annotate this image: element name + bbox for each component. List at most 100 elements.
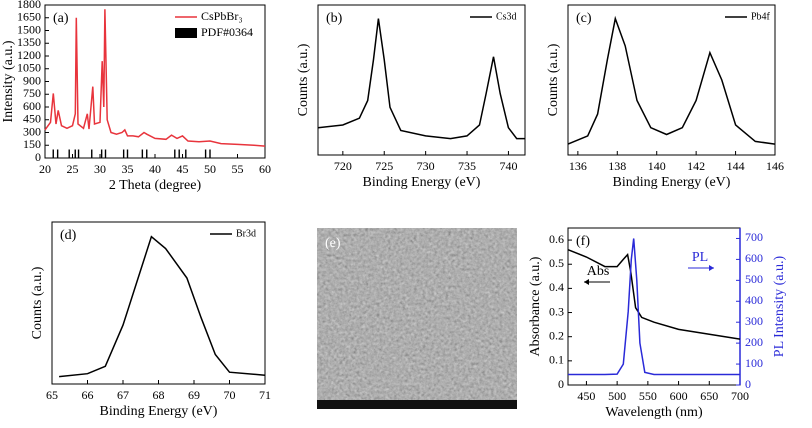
y-tick-label: 750: [23, 86, 41, 100]
x-tick-label: 140: [648, 159, 666, 173]
x-tick-label: 725: [375, 159, 393, 173]
plot-frame: [317, 4, 526, 156]
x-tick-label: 60: [259, 162, 271, 176]
x-tick-label: 740: [499, 159, 517, 173]
reference-bar: [122, 149, 125, 158]
y-tick-label: 0.2: [549, 328, 564, 342]
y-tick-label: 450: [23, 112, 41, 126]
x-tick-label: 735: [458, 159, 476, 173]
legend-label: Pb4f: [751, 11, 771, 22]
series-line: [567, 15, 776, 145]
x-tick-label: 68: [153, 388, 165, 402]
panel-label: (c): [576, 11, 592, 26]
y-tick-label: 0.5: [549, 256, 564, 270]
x-tick-label: 600: [670, 389, 688, 403]
y-tick-label: 1650: [17, 10, 41, 24]
reference-bar: [91, 149, 93, 158]
series-line: [59, 235, 266, 378]
y2-tick-label: 500: [745, 272, 763, 286]
panel-label: (d): [60, 228, 77, 243]
y2-tick-label: 0: [745, 377, 751, 391]
annotation: PL: [692, 250, 708, 265]
y2-tick-label: 100: [745, 356, 763, 370]
reference-bar: [204, 149, 207, 158]
reference-bar: [146, 149, 148, 158]
reference-bar: [74, 149, 76, 158]
x-tick-label: 700: [731, 389, 749, 403]
x-axis-label: Binding Energy (eV): [613, 175, 731, 190]
y-tick-label: 0.6: [549, 232, 564, 246]
annotation: Abs: [587, 264, 610, 279]
y-tick-label: 0: [558, 377, 564, 391]
legend-label: PDF#0364: [201, 25, 253, 39]
panel-label: (b): [326, 11, 343, 26]
x-tick-label: 550: [639, 389, 657, 403]
x-tick-label: 138: [608, 159, 626, 173]
legend-label: Cs3d: [496, 11, 517, 22]
x-tick-label: 20: [39, 162, 51, 176]
x-tick-label: 66: [82, 388, 94, 402]
arrow-head: [584, 279, 589, 285]
x-tick-label: 146: [766, 159, 784, 173]
x-axis-label: Binding Energy (eV): [363, 175, 481, 190]
y-tick-label: 600: [23, 99, 41, 113]
y-tick-label: 0.1: [549, 353, 564, 367]
panel-label: (a): [53, 11, 69, 26]
y-tick-label: 1200: [17, 48, 41, 62]
y-tick-label: 300: [23, 124, 41, 138]
x-tick-label: 55: [232, 162, 244, 176]
reference-bar: [209, 149, 211, 158]
reference-bar: [104, 149, 107, 158]
y-axis-label: Counts (a.u.): [546, 43, 561, 116]
y-axis-label: Intensity (a.u.): [1, 40, 16, 122]
x-axis-label: Wavelength (nm): [605, 405, 703, 420]
plot-frame: [567, 227, 741, 386]
reference-bar: [126, 149, 129, 158]
x-tick-label: 500: [608, 389, 626, 403]
legend-swatch: [175, 28, 197, 38]
x-tick-label: 69: [188, 388, 200, 402]
arrow-head: [709, 265, 714, 271]
plot-frame: [51, 221, 266, 385]
legend-label: CsPbBr₃: [201, 9, 243, 23]
sem-image: [317, 228, 517, 409]
panel-label: (e): [325, 236, 341, 251]
y2-tick-label: 400: [745, 293, 763, 307]
reference-bar: [141, 149, 144, 158]
x-tick-label: 650: [700, 389, 718, 403]
legend-label: Br3d: [236, 228, 256, 239]
panel-label: (f): [576, 234, 590, 249]
reference-bar: [174, 149, 176, 158]
y-tick-label: 1050: [17, 61, 41, 75]
y-tick-label: 1800: [17, 0, 41, 11]
y2-tick-label: 300: [745, 314, 763, 328]
y2-tick-label: 700: [745, 230, 763, 244]
plot-frame: [567, 4, 776, 156]
x-tick-label: 70: [224, 388, 236, 402]
reference-bar: [77, 149, 80, 158]
series-line: [44, 9, 266, 147]
y-tick-label: 0.3: [549, 304, 564, 318]
reference-bar: [56, 149, 59, 158]
x-tick-label: 730: [417, 159, 435, 173]
x-axis-label: 2 Theta (degree): [109, 178, 202, 193]
x-tick-label: 144: [727, 159, 745, 173]
reference-bar: [68, 149, 70, 158]
y-tick-label: 0: [35, 150, 41, 164]
x-tick-label: 35: [122, 162, 134, 176]
reference-bar: [100, 149, 103, 158]
reference-bar: [52, 149, 54, 158]
x-tick-label: 720: [334, 159, 352, 173]
y-axis-label: Absorbance (a.u.): [528, 256, 543, 356]
x-tick-label: 142: [687, 159, 705, 173]
series-line: [567, 249, 741, 340]
y-axis-label: Counts (a.u.): [30, 266, 45, 339]
y2-axis-label: PL Intensity (a.u.): [772, 255, 787, 357]
y-axis-label: Counts (a.u.): [296, 43, 311, 116]
y2-tick-label: 600: [745, 251, 763, 265]
sem-texture: [317, 228, 517, 400]
y-tick-label: 900: [23, 73, 41, 87]
series-line: [317, 18, 525, 140]
